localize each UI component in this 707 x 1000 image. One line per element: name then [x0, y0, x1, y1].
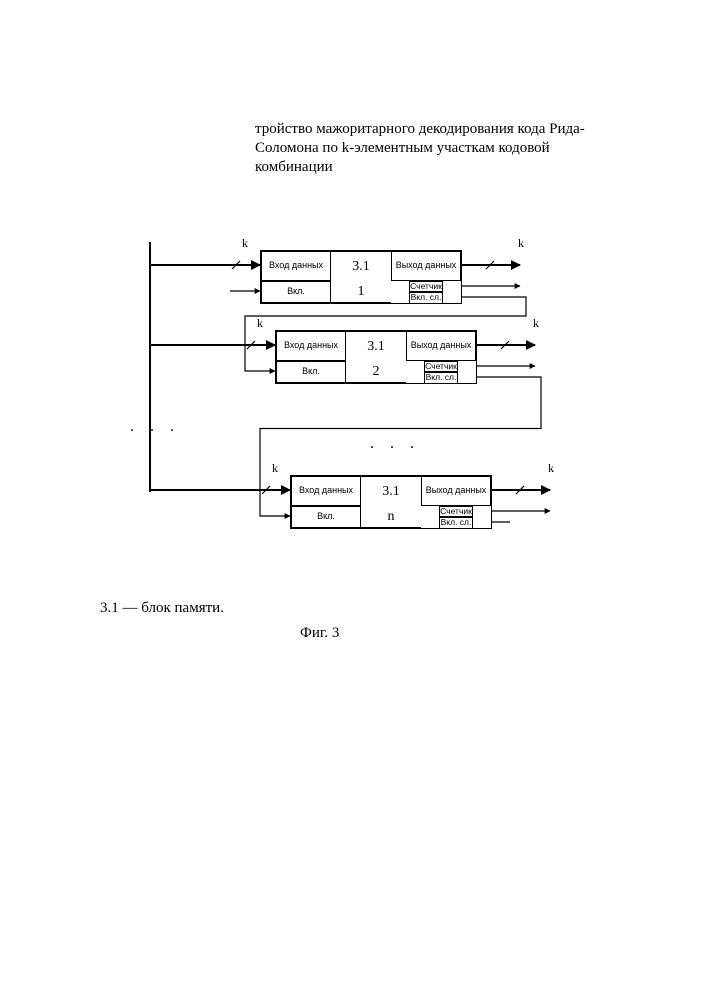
- port-enable: Вкл.: [276, 361, 346, 383]
- block-type-label: 3.1: [331, 251, 391, 281]
- memory-block: Вход данных Вкл. 3.1 2 Выход данных Счет…: [275, 330, 477, 384]
- port-enable-next: Вкл. сл.: [409, 292, 443, 303]
- port-output-aux: Счетчик Вкл. сл.: [406, 361, 476, 383]
- ellipsis: . . .: [130, 418, 180, 436]
- port-output-data: Выход данных: [421, 476, 491, 506]
- port-enable: Вкл.: [291, 506, 361, 528]
- port-input-data: Вход данных: [276, 331, 346, 361]
- legend-text: 3.1 — блок памяти.: [100, 600, 224, 617]
- k-label-in: k: [257, 316, 263, 331]
- block-index: 2: [346, 361, 406, 383]
- port-input-data: Вход данных: [261, 251, 331, 281]
- k-label-out: k: [518, 236, 524, 251]
- memory-block: Вход данных Вкл. 3.1 1 Выход данных Счет…: [260, 250, 462, 304]
- block-type-label: 3.1: [346, 331, 406, 361]
- port-counter: Счетчик: [424, 361, 458, 372]
- port-enable: Вкл.: [261, 281, 331, 303]
- k-label-out: k: [533, 316, 539, 331]
- page-title: тройство мажоритарного декодирования код…: [255, 120, 605, 176]
- port-output-aux: Счетчик Вкл. сл.: [421, 506, 491, 528]
- ellipsis: . . .: [370, 435, 420, 453]
- block-type-label: 3.1: [361, 476, 421, 506]
- block-index: n: [361, 506, 421, 528]
- block-diagram: Вход данных Вкл. 3.1 1 Выход данных Счет…: [120, 230, 600, 570]
- memory-block: Вход данных Вкл. 3.1 n Выход данных Счет…: [290, 475, 492, 529]
- port-output-aux: Счетчик Вкл. сл.: [391, 281, 461, 303]
- port-enable-next: Вкл. сл.: [439, 517, 473, 528]
- k-label-out: k: [548, 461, 554, 476]
- port-output-data: Выход данных: [391, 251, 461, 281]
- k-label-in: k: [272, 461, 278, 476]
- port-output-data: Выход данных: [406, 331, 476, 361]
- port-counter: Счетчик: [439, 506, 473, 517]
- port-input-data: Вход данных: [291, 476, 361, 506]
- port-counter: Счетчик: [409, 281, 443, 292]
- block-index: 1: [331, 281, 391, 303]
- figure-caption: Фиг. 3: [300, 625, 339, 642]
- k-label-in: k: [242, 236, 248, 251]
- port-enable-next: Вкл. сл.: [424, 372, 458, 383]
